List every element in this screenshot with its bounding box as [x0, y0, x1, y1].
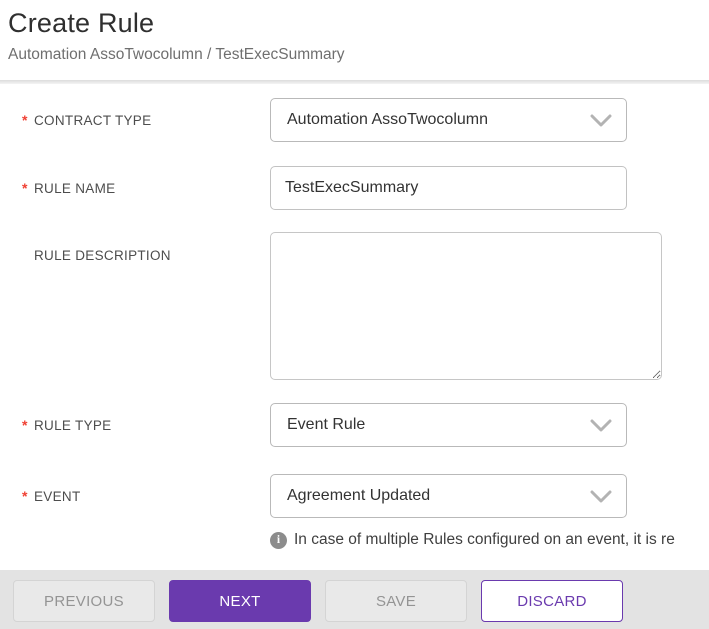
contract-type-row: * CONTRACT TYPE Automation AssoTwocolumn — [22, 98, 709, 142]
breadcrumb: Automation AssoTwocolumn / TestExecSumma… — [8, 46, 345, 63]
rule-name-label: * RULE NAME — [22, 180, 116, 196]
rule-description-label: RULE DESCRIPTION — [34, 248, 171, 263]
required-asterisk: * — [22, 417, 28, 433]
rule-type-label: * RULE TYPE — [22, 417, 112, 433]
contract-type-label: * CONTRACT TYPE — [22, 112, 152, 128]
form-panel: * CONTRACT TYPE Automation AssoTwocolumn… — [0, 84, 709, 570]
rule-name-row: * RULE NAME — [22, 166, 709, 210]
contract-type-value: Automation AssoTwocolumn — [287, 111, 488, 128]
rule-type-row: * RULE TYPE Event Rule — [22, 403, 709, 447]
required-asterisk: * — [22, 112, 28, 128]
discard-button[interactable]: DISCARD — [481, 580, 623, 622]
page-header: Create Rule Automation AssoTwocolumn / T… — [0, 0, 709, 80]
page-title: Create Rule — [8, 8, 155, 38]
save-button[interactable]: SAVE — [325, 580, 467, 622]
info-note-row: i In case of multiple Rules configured o… — [270, 531, 709, 549]
chevron-down-icon — [590, 490, 612, 509]
chevron-down-icon — [590, 419, 612, 438]
previous-button[interactable]: PREVIOUS — [13, 580, 155, 622]
event-row: * EVENT Agreement Updated — [22, 474, 709, 518]
contract-type-select[interactable]: Automation AssoTwocolumn — [270, 98, 627, 142]
info-icon: i — [270, 531, 287, 549]
rule-description-row: RULE DESCRIPTION — [22, 232, 709, 380]
chevron-down-icon — [590, 114, 612, 133]
event-label: * EVENT — [22, 488, 81, 504]
required-asterisk: * — [22, 488, 28, 504]
footer-bar: PREVIOUS NEXT SAVE DISCARD — [0, 570, 709, 629]
info-note-text: In case of multiple Rules configured on … — [294, 531, 675, 548]
rule-description-textarea[interactable] — [270, 232, 662, 380]
rule-type-value: Event Rule — [287, 416, 366, 433]
header-divider — [0, 80, 709, 84]
rule-name-input[interactable] — [270, 166, 627, 210]
event-select[interactable]: Agreement Updated — [270, 474, 627, 518]
required-asterisk: * — [22, 180, 28, 196]
rule-type-select[interactable]: Event Rule — [270, 403, 627, 447]
event-value: Agreement Updated — [287, 487, 431, 504]
next-button[interactable]: NEXT — [169, 580, 311, 622]
